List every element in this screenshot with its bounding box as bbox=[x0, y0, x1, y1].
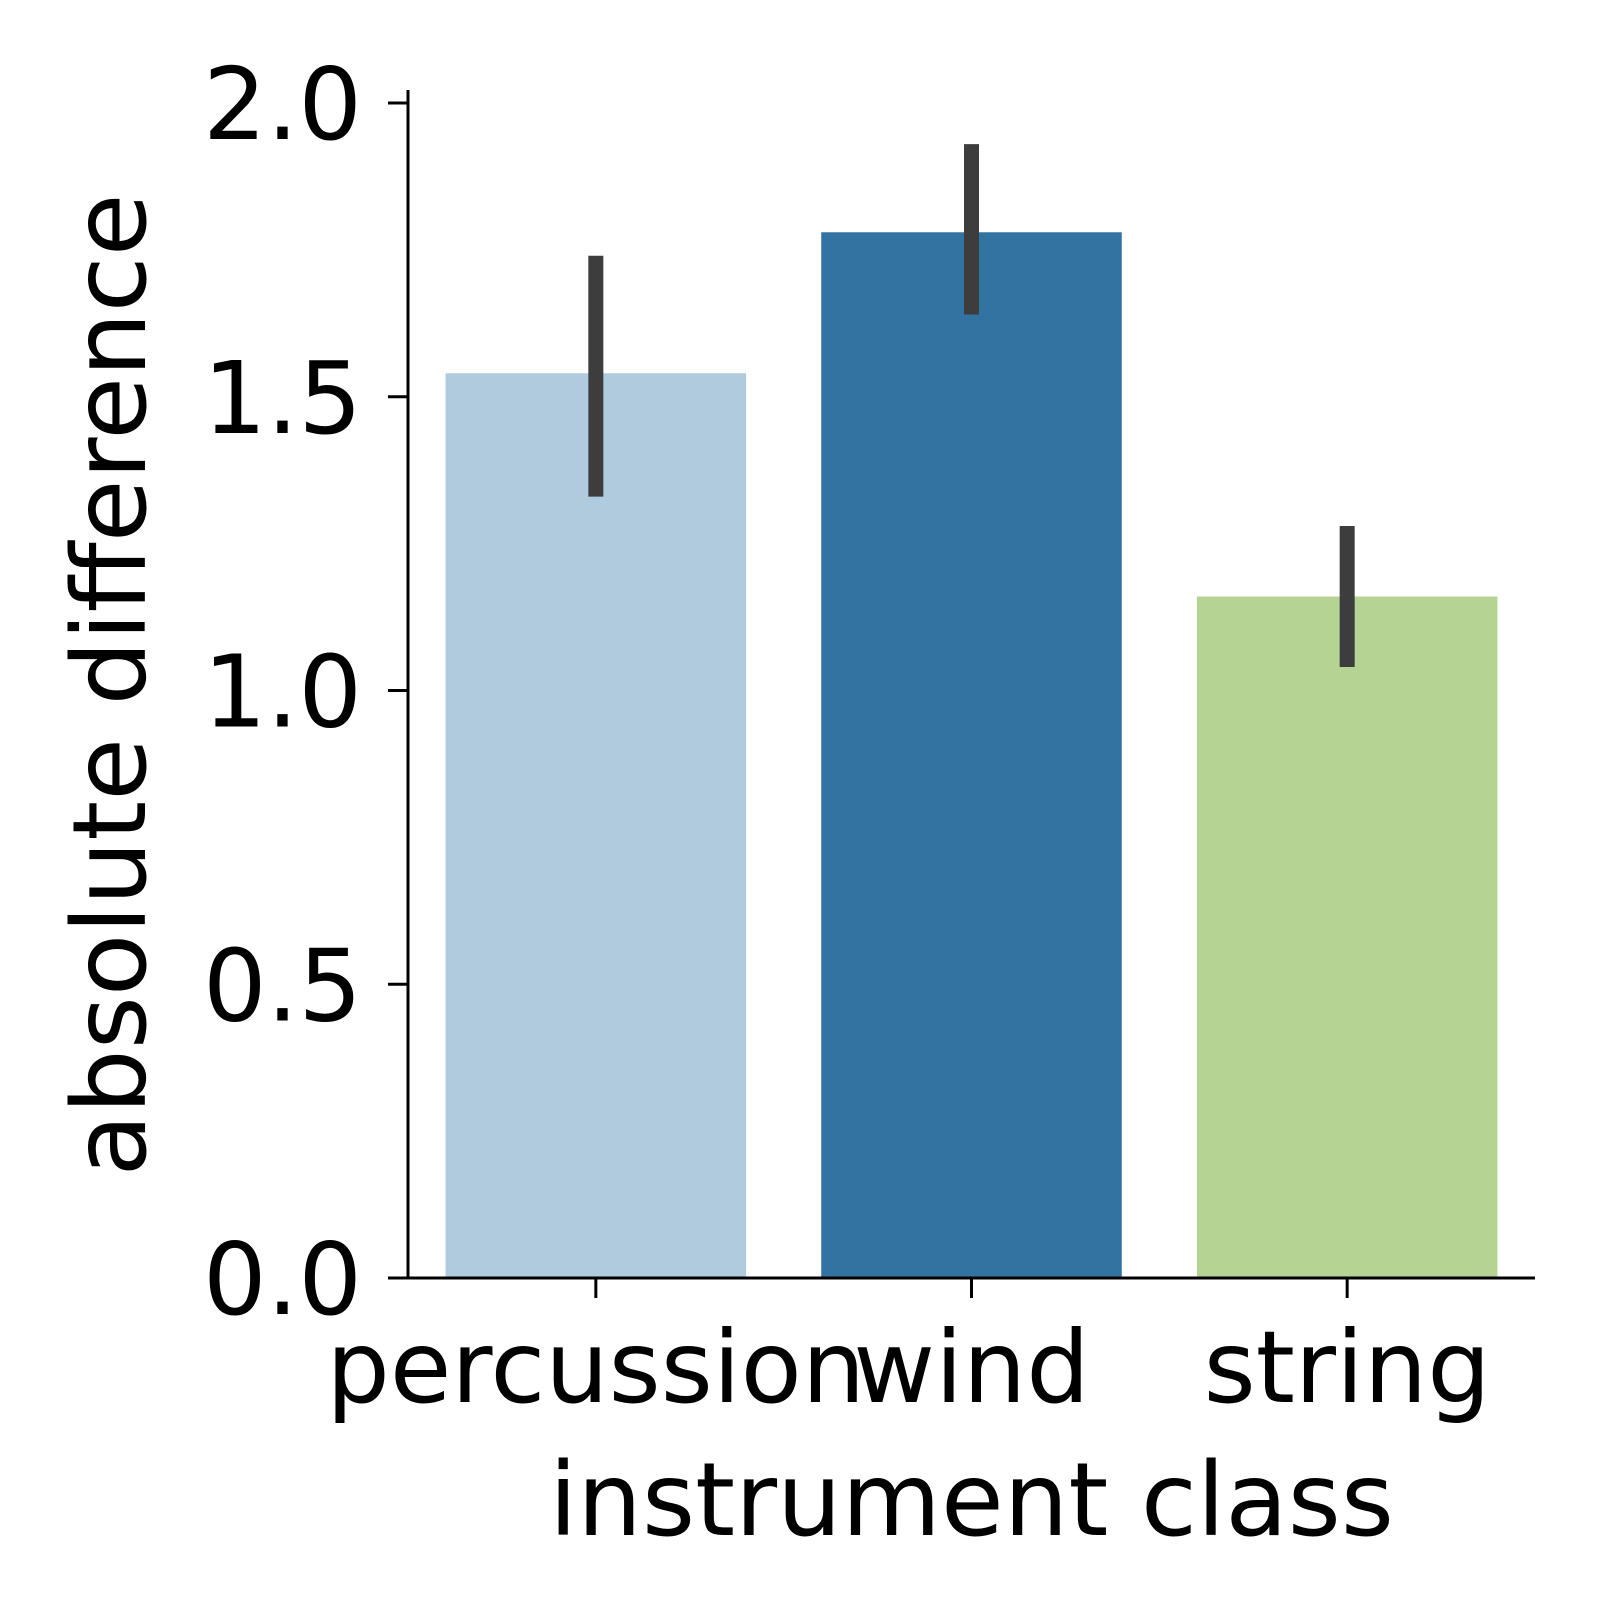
y-tick-label: 1.5 bbox=[203, 340, 362, 457]
x-tick-label: percussion bbox=[326, 1309, 865, 1426]
error-bars bbox=[588, 144, 1355, 667]
y-axis-ticks: 0.0 0.5 1.0 1.5 2.0 bbox=[203, 46, 408, 1338]
bars bbox=[445, 232, 1498, 1278]
x-axis-label: instrument class bbox=[549, 1441, 1394, 1560]
y-tick-label: 0.0 bbox=[203, 1221, 362, 1338]
bar-wind bbox=[821, 232, 1122, 1278]
y-tick-label: 2.0 bbox=[203, 46, 362, 163]
x-tick-label: wind bbox=[853, 1309, 1089, 1426]
bar-string bbox=[1196, 596, 1498, 1278]
bar-percussion bbox=[445, 373, 747, 1278]
y-axis-label: absolute difference bbox=[51, 194, 170, 1177]
y-tick-label: 1.0 bbox=[203, 634, 362, 751]
x-tick-label: string bbox=[1204, 1309, 1491, 1426]
y-tick-label: 0.5 bbox=[203, 927, 362, 1044]
